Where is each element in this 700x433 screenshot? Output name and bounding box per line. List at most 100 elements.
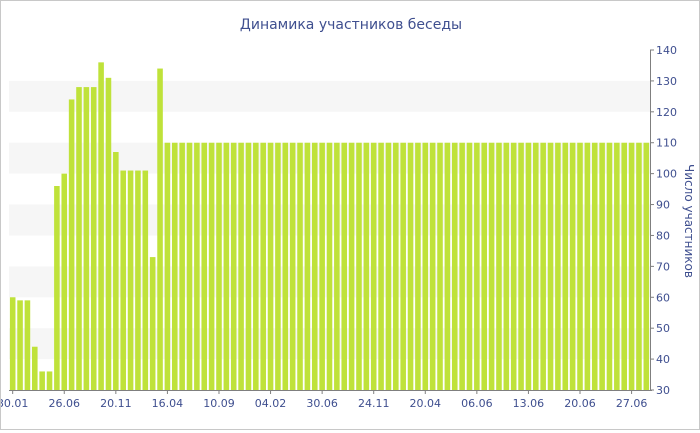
bar (76, 87, 82, 390)
bar (39, 371, 45, 390)
bar (142, 170, 149, 390)
bar (341, 142, 348, 390)
x-tick-label: 16.04 (152, 397, 184, 410)
bar (459, 142, 465, 390)
bar (415, 142, 421, 390)
bar (481, 142, 488, 390)
y-tick-label: 100 (656, 168, 677, 181)
bar (275, 142, 281, 390)
bar (171, 142, 178, 390)
bar (370, 142, 377, 390)
bar (628, 142, 635, 390)
y-tick-labels: 30 40 50 60 70 80 90 100 110 120 130 140 (650, 44, 677, 397)
x-tick-label: 24.11 (358, 397, 390, 410)
y-tick-label: 70 (656, 260, 670, 273)
bar (54, 186, 60, 390)
bars-group (9, 62, 650, 391)
bar (606, 142, 613, 390)
bar (238, 142, 244, 390)
x-tick-label: 20.06 (564, 397, 596, 410)
bar (105, 77, 112, 390)
bar (253, 142, 259, 390)
bar (540, 142, 546, 390)
y-tick-label: 60 (656, 291, 670, 304)
chart-title: Динамика участников беседы (240, 17, 462, 33)
bar (194, 142, 200, 390)
bar (591, 142, 598, 390)
bar (68, 99, 75, 390)
x-tick-label: 30.06 (306, 397, 338, 410)
y-tick-label: 40 (656, 353, 670, 366)
bar (98, 62, 104, 391)
bar (422, 142, 429, 390)
y-tick-label: 30 (656, 384, 670, 397)
y-tick-label: 90 (656, 199, 670, 212)
bar (577, 142, 583, 390)
bar (451, 142, 458, 390)
bar (61, 173, 68, 390)
bar (17, 300, 23, 390)
bar (326, 142, 333, 390)
bar (621, 142, 627, 390)
y-axis-label: Число участников (682, 164, 696, 278)
bar (407, 142, 414, 390)
bar (400, 142, 406, 390)
bar (429, 142, 436, 390)
bar (562, 142, 569, 390)
bar (113, 152, 119, 390)
y-tick-label: 120 (656, 106, 677, 119)
bar (393, 142, 399, 390)
bar (311, 142, 318, 390)
bar (496, 142, 502, 390)
bar (363, 142, 370, 390)
bar (614, 142, 620, 390)
bar (304, 142, 311, 390)
bar (260, 142, 266, 390)
bar (319, 142, 325, 390)
bar (289, 142, 296, 390)
bar (525, 142, 532, 390)
bar (83, 87, 90, 390)
bar (90, 87, 97, 390)
bar (584, 142, 591, 390)
bar (466, 142, 473, 390)
bar (135, 170, 141, 390)
bar (555, 142, 561, 390)
bar (599, 142, 605, 390)
bar (9, 297, 16, 390)
bar (149, 257, 156, 390)
bar (164, 142, 171, 390)
y-tick-label: 130 (656, 75, 677, 88)
bar (547, 142, 554, 390)
grid-band (9, 80, 650, 112)
bar (488, 142, 495, 390)
bar (643, 142, 650, 390)
x-tick-label: 26.06 (49, 397, 81, 410)
bar (348, 142, 355, 390)
bar (385, 142, 392, 390)
bar (230, 142, 237, 390)
bar (32, 346, 38, 390)
bar (127, 170, 134, 390)
y-tick-label: 140 (656, 44, 677, 57)
x-tick-label: 06.06 (461, 397, 493, 410)
x-tick-label: 20.11 (100, 397, 132, 410)
bar (518, 142, 524, 390)
bar (120, 170, 126, 390)
bar (179, 142, 185, 390)
bar (186, 142, 193, 390)
bar (245, 142, 252, 390)
bar (437, 142, 443, 390)
bar (24, 300, 31, 390)
bar (267, 142, 274, 390)
bar (157, 68, 163, 391)
bar (636, 142, 642, 390)
x-tick-labels: 30.01 26.06 20.11 16.04 10.09 04.02 30.06 24.11… (0, 390, 647, 410)
bar (444, 142, 451, 390)
x-tick-label: 10.09 (203, 397, 235, 410)
y-tick-label: 110 (656, 137, 677, 150)
bar (569, 142, 576, 390)
bar (223, 142, 230, 390)
bar (503, 142, 510, 390)
